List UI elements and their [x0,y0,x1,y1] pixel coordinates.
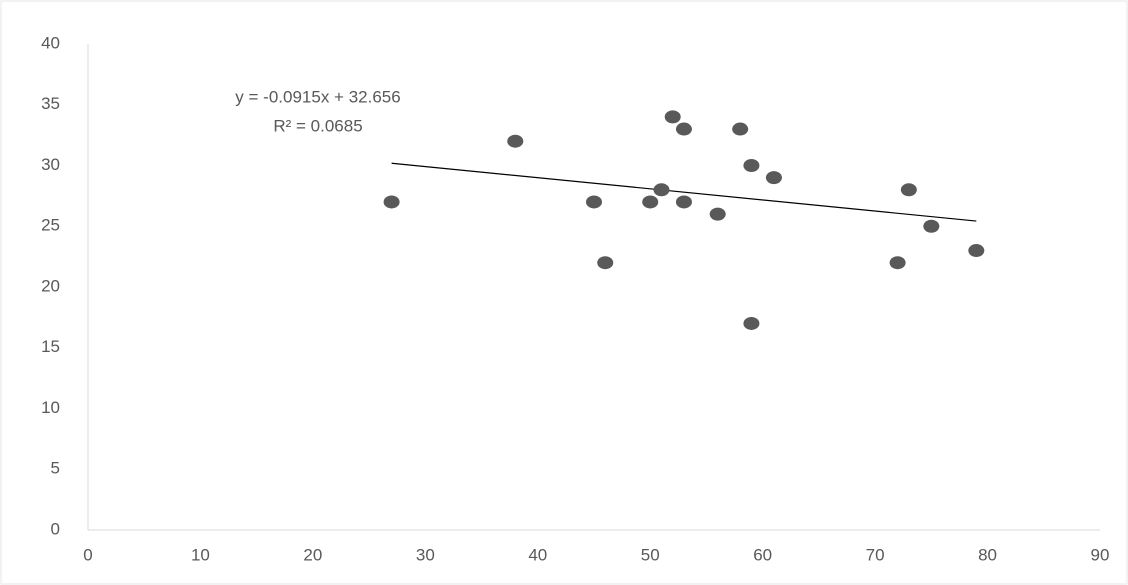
point [653,183,670,197]
x-tick-label: 30 [416,545,435,564]
y-tick-label: 20 [41,276,60,295]
point [732,122,749,136]
y-tick-label: 40 [41,33,60,52]
point [923,219,940,233]
x-tick-label: 80 [978,545,997,564]
point [664,110,681,124]
x-tick-label: 90 [1091,545,1110,564]
point [889,256,906,270]
x-tick-label: 10 [191,545,210,564]
y-tick-label: 35 [41,94,60,113]
point [383,195,400,209]
y-tick-label: 0 [51,519,60,538]
point [642,195,659,209]
point [743,159,760,172]
point [586,195,602,209]
point [675,195,692,209]
point [597,256,614,270]
point [765,171,782,185]
point [507,134,524,148]
point [709,207,726,221]
y-tick-label: 15 [41,337,60,356]
x-tick-label: 40 [528,545,547,564]
y-tick-label: 30 [41,155,60,174]
x-tick-label: 50 [641,545,660,564]
y-tick-label: 10 [41,398,60,417]
trendline-equation: y = -0.0915x + 32.656 [235,87,400,106]
x-tick-label: 0 [83,545,92,564]
trendline [391,162,977,222]
y-tick-label: 5 [51,459,60,478]
x-tick-label: 70 [866,545,885,564]
point [968,244,985,258]
point [743,316,760,330]
trendline-r2: R² = 0.0685 [273,116,362,135]
point [675,122,692,136]
point [900,183,917,197]
y-tick-label: 25 [41,216,60,235]
x-tick-label: 20 [303,545,322,564]
x-tick-label: 60 [753,545,772,564]
